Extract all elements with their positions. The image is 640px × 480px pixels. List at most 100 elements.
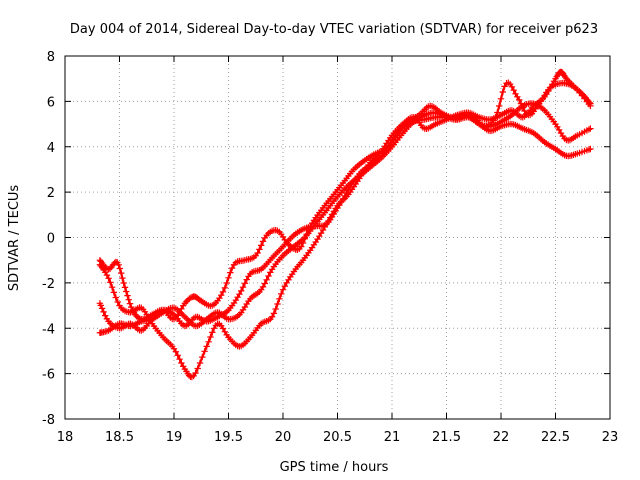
data-point bbox=[218, 292, 225, 299]
data-point bbox=[223, 279, 230, 287]
data-point bbox=[219, 325, 227, 332]
data-point bbox=[276, 295, 283, 302]
data-point bbox=[279, 286, 287, 293]
data-point bbox=[278, 290, 285, 298]
data-point bbox=[270, 310, 278, 317]
data-point bbox=[225, 274, 232, 281]
data-point bbox=[227, 269, 234, 276]
data-point bbox=[587, 102, 594, 110]
series-line bbox=[98, 102, 591, 332]
data-point bbox=[199, 353, 206, 361]
data-point bbox=[118, 269, 125, 277]
data-point bbox=[508, 83, 516, 90]
data-point bbox=[97, 302, 104, 309]
data-point bbox=[585, 126, 593, 133]
data-point bbox=[265, 272, 272, 280]
series-layer bbox=[96, 68, 594, 381]
x-tick-label: 21.5 bbox=[432, 430, 461, 445]
data-point bbox=[236, 291, 243, 298]
data-point bbox=[272, 305, 279, 313]
data-point bbox=[114, 298, 121, 306]
y-tick-label: 2 bbox=[47, 186, 55, 201]
data-point bbox=[194, 365, 201, 372]
data-point bbox=[268, 313, 276, 321]
data-point bbox=[545, 87, 552, 95]
data-point bbox=[221, 284, 229, 292]
y-tick-label: -8 bbox=[42, 413, 55, 428]
data-point bbox=[499, 88, 506, 96]
y-tick-label: 4 bbox=[47, 141, 55, 156]
data-point bbox=[254, 249, 261, 257]
series-series-4 bbox=[96, 113, 594, 336]
data-point bbox=[176, 356, 183, 363]
data-point bbox=[123, 288, 130, 295]
data-point bbox=[98, 305, 106, 312]
data-point bbox=[126, 300, 134, 307]
data-point bbox=[547, 84, 554, 91]
data-point bbox=[219, 288, 227, 296]
data-point bbox=[298, 243, 305, 250]
data-point bbox=[105, 275, 112, 282]
data-point bbox=[124, 292, 131, 299]
data-point bbox=[172, 348, 179, 355]
data-point bbox=[125, 296, 132, 303]
y-tick-label: 8 bbox=[47, 50, 55, 65]
chart-title: Day 004 of 2014, Sidereal Day-to-day VTE… bbox=[70, 22, 598, 37]
data-point bbox=[203, 343, 210, 350]
data-point bbox=[587, 125, 594, 132]
data-point bbox=[274, 300, 281, 308]
data-point bbox=[128, 303, 135, 311]
y-tick-labels: -8 -6 -4 -2 0 2 4 6 8 bbox=[42, 50, 55, 428]
data-point bbox=[243, 276, 250, 283]
data-point bbox=[207, 333, 214, 341]
data-point bbox=[110, 289, 118, 296]
data-point bbox=[174, 352, 181, 359]
x-tick-label: 20 bbox=[275, 430, 292, 445]
x-tick-label: 18.5 bbox=[105, 430, 134, 445]
data-point bbox=[201, 348, 208, 355]
data-point bbox=[587, 145, 594, 153]
x-tick-label: 19.5 bbox=[214, 430, 243, 445]
y-tick-label: -6 bbox=[42, 368, 55, 383]
x-tick-label: 23 bbox=[602, 430, 619, 445]
data-point bbox=[228, 264, 236, 272]
series-series-3 bbox=[96, 100, 594, 334]
data-point bbox=[497, 95, 505, 102]
data-point bbox=[112, 294, 119, 301]
data-point bbox=[115, 261, 122, 268]
data-point bbox=[259, 283, 267, 291]
data-point bbox=[241, 280, 249, 287]
data-point bbox=[256, 246, 263, 253]
data-point bbox=[121, 284, 129, 291]
x-tick-label: 19 bbox=[166, 430, 183, 445]
series-line bbox=[98, 70, 592, 379]
y-tick-label: -4 bbox=[42, 322, 55, 337]
x-tick-labels: 18 18.5 19 19.5 20 20.5 21 21.5 22 22.5 23 bbox=[57, 430, 619, 445]
data-point bbox=[209, 329, 216, 336]
data-point bbox=[261, 280, 268, 287]
data-point bbox=[102, 312, 109, 319]
data-point bbox=[107, 279, 114, 286]
data-point bbox=[178, 359, 185, 367]
x-tick-label: 22.5 bbox=[541, 430, 570, 445]
data-point bbox=[238, 287, 245, 295]
data-point bbox=[516, 96, 523, 104]
data-point bbox=[196, 359, 204, 367]
data-point bbox=[258, 242, 265, 249]
data-point bbox=[205, 338, 212, 345]
data-point bbox=[281, 282, 288, 290]
y-tick-label: 6 bbox=[47, 95, 55, 110]
x-tick-label: 21 bbox=[384, 430, 401, 445]
plot-frame bbox=[64, 55, 611, 420]
y-axis-label: SDTVAR / TECUs bbox=[7, 185, 22, 292]
y-tick-label: 0 bbox=[47, 232, 55, 247]
data-point bbox=[192, 369, 199, 377]
x-tick-label: 20.5 bbox=[323, 430, 352, 445]
data-point bbox=[263, 276, 270, 283]
y-tick-label: -2 bbox=[42, 277, 55, 292]
x-tick-label: 18 bbox=[57, 430, 74, 445]
data-point bbox=[120, 279, 127, 287]
data-point bbox=[119, 274, 126, 282]
x-tick-label: 22 bbox=[493, 430, 510, 445]
